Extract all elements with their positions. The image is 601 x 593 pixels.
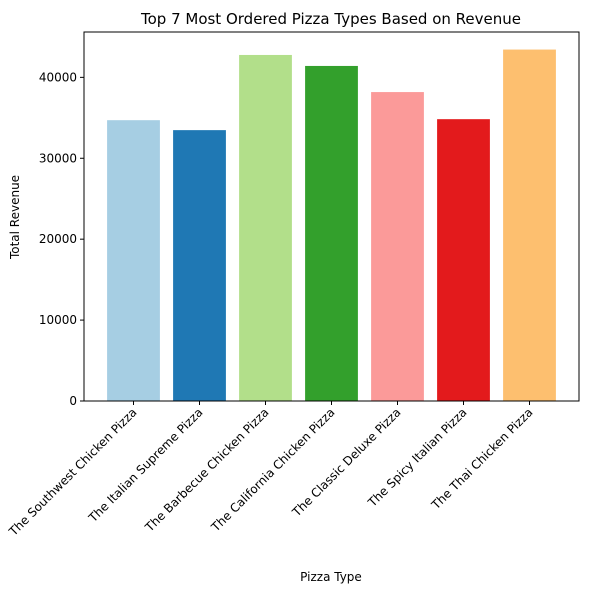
bar-1 (107, 120, 160, 402)
bar-7 (503, 49, 556, 401)
bar-3 (239, 54, 292, 402)
x-tick-label: The Italian Supreme Pizza (85, 405, 205, 525)
plot-area: 0 10000 20000 30000 40000 The Southwest Chick… (6, 31, 580, 539)
bar-6 (437, 119, 490, 401)
bar-2 (173, 130, 226, 401)
x-tick-label: The Southwest Chicken Pizza (6, 405, 140, 539)
x-tick-label: The Classic Deluxe Pizza (289, 405, 404, 520)
bar-5 (371, 92, 424, 402)
x-tick-label: The California Chicken Pizza (208, 405, 338, 535)
bar-4 (305, 65, 358, 401)
y-tick-label: 40000 (39, 70, 77, 84)
x-tick-label: The Barbecue Chicken Pizza (142, 405, 272, 535)
y-tick-label: 0 (69, 394, 77, 408)
chart-title: Top 7 Most Ordered Pizza Types Based on … (140, 10, 521, 28)
axes-frame (83, 31, 580, 402)
y-tick-label: 10000 (39, 313, 77, 327)
x-axis-label: Pizza Type (300, 570, 362, 584)
y-axis-label: Total Revenue (8, 175, 22, 260)
y-tick-label: 20000 (39, 232, 77, 246)
y-tick-label: 30000 (39, 151, 77, 165)
